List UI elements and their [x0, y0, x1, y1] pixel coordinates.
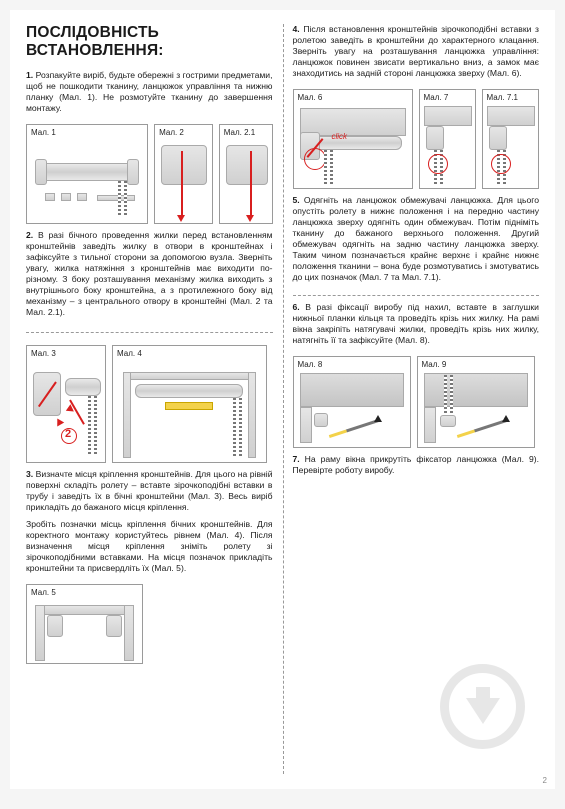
- fig-row-1: Мал. 1 Мал. 2: [26, 124, 273, 224]
- step-5-text: 5. Одягніть на ланцюжок обмежувачі ланцю…: [293, 195, 540, 283]
- step-1-text: 1. Розпакуйте виріб, будьте обережні з г…: [26, 70, 273, 114]
- figure-2: Мал. 2: [154, 124, 213, 224]
- step-6-body: В разі фіксації виробу під нахил, вставт…: [293, 302, 540, 345]
- figure-6: Мал. 6 click: [293, 89, 413, 189]
- step-5-num: 5.: [293, 195, 300, 205]
- page-number: 2: [543, 776, 547, 785]
- figure-4: Мал. 4: [112, 345, 267, 463]
- step-1-body: Розпакуйте виріб, будьте обережні з гост…: [26, 70, 273, 113]
- step-4-body: Після встановлення кронштейнів зірочкопо…: [293, 24, 540, 78]
- watermark-icon: [440, 664, 525, 749]
- step-2-text: 2. В разі бічного проведення жилки перед…: [26, 230, 273, 318]
- figure-3-label: Мал. 3: [27, 346, 105, 358]
- divider-right-1: [293, 295, 540, 296]
- figure-9: Мал. 9: [417, 356, 535, 448]
- step-7-text: 7. На раму вікна прикрутіть фіксатор лан…: [293, 454, 540, 476]
- figure-7-1-label: Мал. 7.1: [483, 90, 538, 102]
- click-label: click: [332, 132, 348, 141]
- figure-7-1: Мал. 7.1: [482, 89, 539, 189]
- fig-row-5: Мал. 8 Мал. 9: [293, 356, 540, 448]
- figure-5: Мал. 5: [26, 584, 143, 664]
- page-title: ПОСЛІДОВНІСТЬ ВСТАНОВЛЕННЯ:: [26, 24, 273, 60]
- step-7-num: 7.: [293, 454, 300, 464]
- fig-row-2: Мал. 3 2 Мал. 4: [26, 345, 273, 463]
- step-6-text: 6. В разі фіксації виробу під нахил, вст…: [293, 302, 540, 346]
- fig-row-4: Мал. 6 click Мал. 7: [293, 89, 540, 189]
- figure-1-label: Мал. 1: [27, 125, 147, 137]
- step-4-text: 4. Після встановлення кронштейнів зірочк…: [293, 24, 540, 79]
- step-3-body-a: Визначте місця кріплення кронштейнів. Дл…: [26, 469, 273, 512]
- left-column: ПОСЛІДОВНІСТЬ ВСТАНОВЛЕННЯ: 1. Розпакуйт…: [26, 24, 283, 779]
- step-3-text-a: 3. Визначте місця кріплення кронштейнів.…: [26, 469, 273, 513]
- figure-8: Мал. 8: [293, 356, 411, 448]
- figure-8-label: Мал. 8: [294, 357, 410, 369]
- step-4-num: 4.: [293, 24, 300, 34]
- vertical-divider: [283, 24, 284, 774]
- divider-left-1: [26, 332, 273, 333]
- figure-2-1-label: Мал. 2.1: [220, 125, 272, 137]
- figure-3: Мал. 3 2: [26, 345, 106, 463]
- step-7-body: На раму вікна прикрутіть фіксатор ланцюж…: [293, 454, 540, 475]
- step-3-text-b: Зробіть позначки місць кріплення бічних …: [26, 519, 273, 574]
- right-column: 4. Після встановлення кронштейнів зірочк…: [283, 24, 540, 779]
- step-5-body: Одягніть на ланцюжок обмежувачі ланцюжка…: [293, 195, 540, 282]
- step-2-body: В разі бічного проведення жилки перед вс…: [26, 230, 273, 317]
- figure-2-1: Мал. 2.1: [219, 124, 273, 224]
- figure-1: Мал. 1: [26, 124, 148, 224]
- figure-6-label: Мал. 6: [294, 90, 412, 102]
- instruction-sheet: ПОСЛІДОВНІСТЬ ВСТАНОВЛЕННЯ: 1. Розпакуйт…: [10, 10, 555, 789]
- figure-7-label: Мал. 7: [420, 90, 475, 102]
- figure-4-label: Мал. 4: [113, 346, 266, 358]
- figure-7: Мал. 7: [419, 89, 476, 189]
- figure-2-label: Мал. 2: [155, 125, 212, 137]
- step-6-num: 6.: [293, 302, 300, 312]
- figure-5-label: Мал. 5: [27, 585, 142, 597]
- fig-row-3: Мал. 5: [26, 584, 273, 664]
- figure-9-label: Мал. 9: [418, 357, 534, 369]
